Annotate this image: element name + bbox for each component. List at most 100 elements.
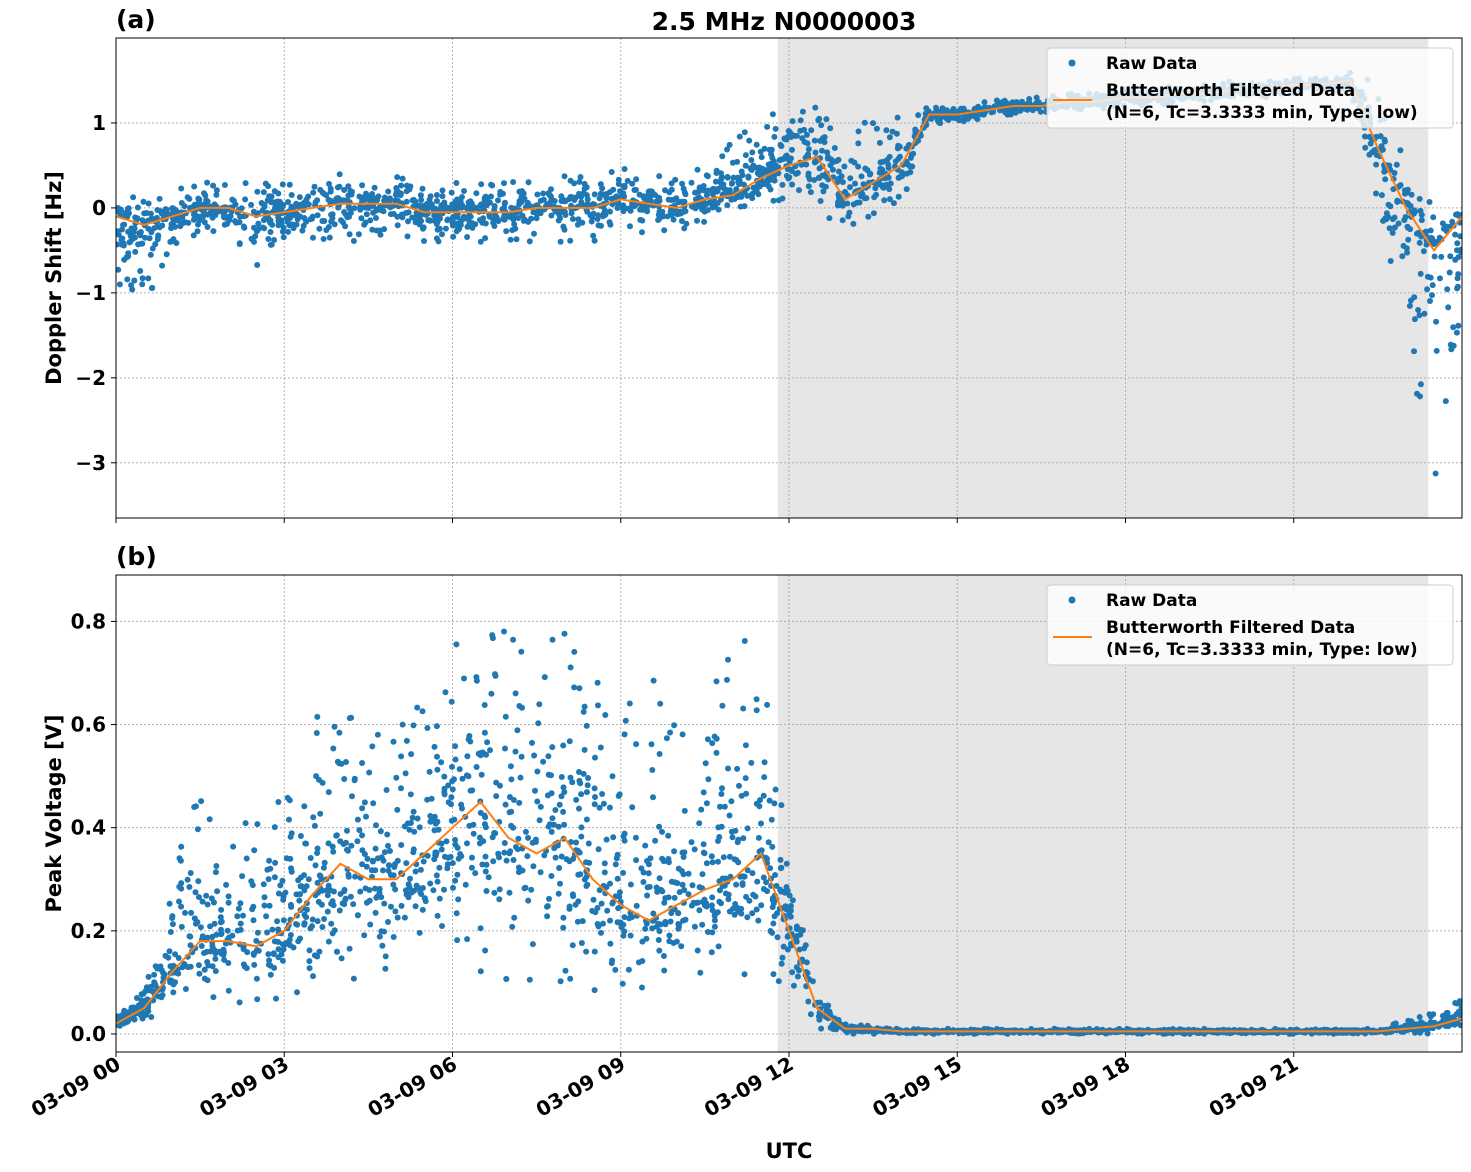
raw-data-point xyxy=(512,690,519,697)
raw-data-point xyxy=(477,925,484,932)
raw-data-point xyxy=(454,844,461,851)
raw-data-point xyxy=(1010,106,1017,113)
raw-data-point xyxy=(608,169,615,175)
raw-data-point xyxy=(600,213,606,220)
raw-data-point xyxy=(160,974,167,981)
raw-data-point xyxy=(469,854,475,861)
raw-data-point xyxy=(788,155,794,162)
raw-data-point xyxy=(566,903,573,910)
raw-data-point xyxy=(683,220,690,227)
raw-data-point xyxy=(861,119,868,126)
raw-data-point xyxy=(420,224,427,231)
raw-data-point xyxy=(334,758,341,765)
raw-data-point xyxy=(147,251,154,258)
raw-data-point xyxy=(398,182,405,189)
raw-data-point xyxy=(121,1007,128,1014)
raw-data-point xyxy=(503,228,510,235)
raw-data-point xyxy=(379,942,386,949)
raw-data-point xyxy=(427,813,434,819)
raw-data-point xyxy=(704,187,711,194)
raw-data-point xyxy=(328,211,335,218)
raw-data-point xyxy=(769,843,776,850)
raw-data-point xyxy=(324,908,331,915)
raw-data-point xyxy=(595,702,601,709)
raw-data-point xyxy=(819,147,825,154)
raw-data-point xyxy=(1450,324,1457,331)
raw-data-point xyxy=(464,234,471,240)
raw-data-point xyxy=(482,853,489,860)
raw-data-point xyxy=(560,914,567,921)
raw-data-point xyxy=(633,741,640,748)
raw-data-point xyxy=(394,197,401,204)
raw-data-point xyxy=(719,174,725,181)
raw-data-point xyxy=(116,207,120,214)
raw-data-point xyxy=(433,192,440,198)
raw-data-point xyxy=(548,212,555,219)
raw-data-point xyxy=(335,204,342,211)
raw-data-point xyxy=(531,752,538,759)
raw-data-point xyxy=(326,180,332,187)
raw-data-point xyxy=(378,894,385,901)
raw-data-point xyxy=(1433,347,1440,354)
raw-data-point xyxy=(744,914,751,921)
raw-data-point xyxy=(576,685,583,692)
raw-data-point xyxy=(484,739,491,746)
raw-data-point xyxy=(443,838,450,845)
raw-data-point xyxy=(589,907,596,914)
raw-data-point xyxy=(496,896,503,903)
raw-data-point xyxy=(476,840,483,847)
raw-data-point xyxy=(758,902,765,909)
raw-data-point xyxy=(609,899,616,906)
raw-data-point xyxy=(599,791,606,797)
raw-data-point xyxy=(850,220,857,227)
raw-data-point xyxy=(713,735,720,742)
raw-data-point xyxy=(496,886,503,893)
raw-data-point xyxy=(815,174,822,181)
raw-data-point xyxy=(870,210,877,217)
raw-data-point xyxy=(345,203,352,210)
raw-data-point xyxy=(591,785,598,792)
raw-data-point xyxy=(450,222,456,229)
raw-data-point xyxy=(481,702,488,708)
raw-data-point xyxy=(590,210,597,217)
raw-data-point xyxy=(301,921,308,928)
raw-data-point xyxy=(820,188,827,195)
raw-data-point xyxy=(412,868,419,875)
raw-data-point xyxy=(578,824,585,831)
raw-data-point xyxy=(361,932,368,939)
raw-data-point xyxy=(198,798,205,805)
raw-data-point xyxy=(770,197,777,204)
raw-data-point xyxy=(237,900,244,907)
raw-data-point xyxy=(380,867,386,874)
raw-data-point xyxy=(273,995,279,1002)
raw-data-point xyxy=(1442,1023,1449,1029)
raw-data-point xyxy=(847,175,854,182)
raw-data-point xyxy=(1415,307,1422,313)
raw-data-point xyxy=(121,221,128,228)
raw-data-point xyxy=(441,791,448,798)
raw-data-point xyxy=(590,896,597,903)
raw-data-point xyxy=(1412,1029,1418,1036)
raw-data-point xyxy=(436,864,443,871)
raw-data-point xyxy=(399,214,406,221)
raw-data-point xyxy=(255,220,262,227)
raw-data-point xyxy=(688,179,695,186)
raw-data-point xyxy=(726,141,733,148)
raw-data-point xyxy=(696,907,703,914)
raw-data-point xyxy=(426,768,433,775)
raw-data-point xyxy=(653,884,660,891)
raw-data-point xyxy=(629,914,636,920)
raw-data-point xyxy=(665,894,672,901)
raw-data-point xyxy=(145,275,152,282)
raw-data-point xyxy=(835,199,841,206)
raw-data-point xyxy=(305,201,312,208)
raw-data-point xyxy=(956,117,963,124)
raw-data-point xyxy=(194,826,201,833)
raw-data-point xyxy=(197,924,204,931)
raw-data-point xyxy=(639,984,645,991)
raw-data-point xyxy=(387,872,394,878)
raw-data-point xyxy=(783,172,790,179)
raw-data-point xyxy=(403,182,410,189)
raw-data-point xyxy=(670,216,677,223)
raw-data-point xyxy=(665,196,672,203)
